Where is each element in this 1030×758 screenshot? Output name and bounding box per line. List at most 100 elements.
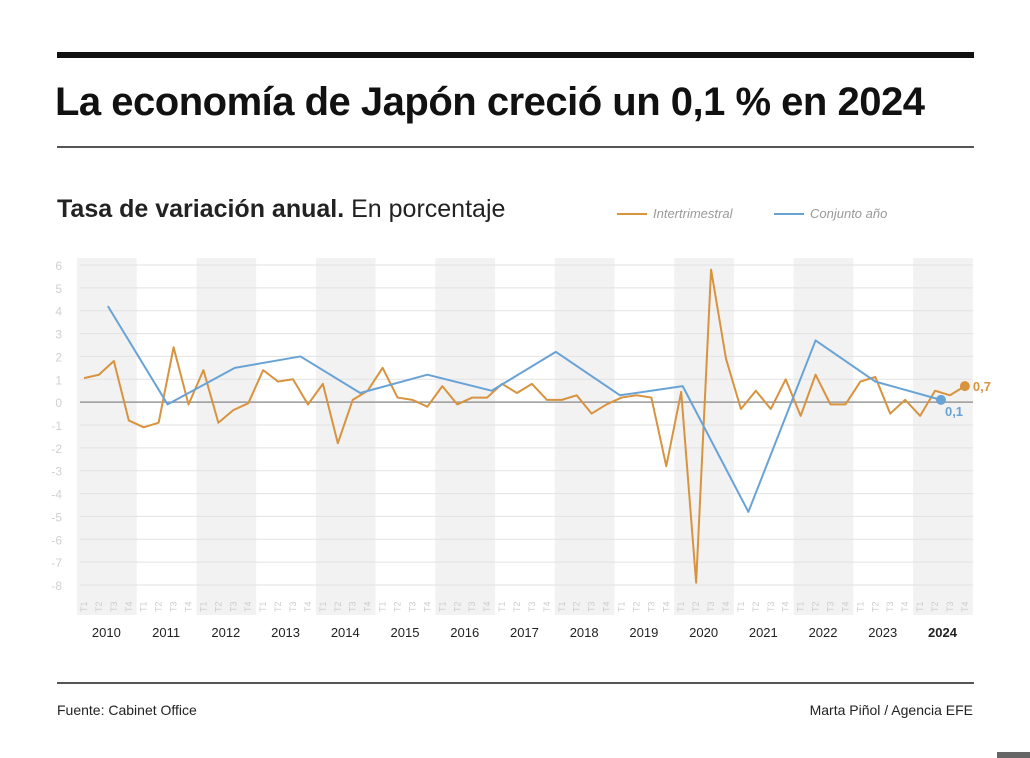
legend-label: Conjunto año: [810, 206, 888, 221]
line-chart: 6 5 4 3 2 1 0 -1 -2 -3 -4 -5 -6 -7 -8 T1 T2 T3 T4 2010 T1 T2 T…: [51, 258, 991, 640]
quarter-label: T1: [497, 601, 507, 612]
y-tick-label: 5: [55, 282, 62, 296]
end-label-quarterly: 0,7: [973, 379, 991, 394]
corner-mark: [997, 752, 1030, 758]
quarter-label: T4: [303, 601, 313, 612]
quarter-label: T3: [527, 601, 537, 612]
y-tick-label: 0: [55, 396, 62, 410]
year-band: [435, 258, 496, 615]
year-label: 2019: [629, 625, 658, 640]
quarter-label: T2: [751, 601, 761, 612]
quarter-label: T4: [900, 601, 910, 612]
quarter-label: T2: [393, 601, 403, 612]
y-tick-label: -7: [51, 556, 62, 570]
y-tick-label: -1: [51, 419, 62, 433]
quarter-label: T3: [407, 601, 417, 612]
quarter-label: T1: [198, 601, 208, 612]
year-label: 2017: [510, 625, 539, 640]
quarter-label: T1: [557, 601, 567, 612]
end-marker-annual: [935, 394, 946, 405]
quarter-label: T2: [94, 601, 104, 612]
year-label: 2014: [331, 625, 360, 640]
quarter-label: T3: [169, 601, 179, 612]
year-label: 2018: [570, 625, 599, 640]
quarter-label: T3: [109, 601, 119, 612]
quarter-label: T2: [452, 601, 462, 612]
year-label: 2015: [391, 625, 420, 640]
quarter-label: T4: [960, 601, 970, 612]
year-label: 2011: [152, 625, 180, 640]
y-tick-label: 4: [55, 305, 62, 319]
quarter-label: T2: [154, 601, 164, 612]
legend-swatch-quarterly: [617, 212, 647, 215]
quarter-label: T4: [840, 601, 850, 612]
quarter-label: T3: [587, 601, 597, 612]
quarter-label: T2: [691, 601, 701, 612]
credit-text: Marta Piñol / Agencia EFE: [809, 702, 973, 718]
series-line-quarterly: [83, 268, 966, 584]
quarter-label: T3: [826, 601, 836, 612]
quarter-label: T2: [333, 601, 343, 612]
year-label: 2022: [809, 625, 838, 640]
quarter-label: T4: [124, 601, 134, 612]
quarter-label: T3: [467, 601, 477, 612]
quarter-label: T4: [422, 601, 432, 612]
year-band: [793, 258, 854, 615]
quarter-label: T4: [243, 601, 253, 612]
quarter-label: T4: [482, 601, 492, 612]
quarter-label: T4: [542, 601, 552, 612]
quarter-label: T1: [676, 601, 686, 612]
year-label: 2012: [211, 625, 240, 640]
year-band: [315, 258, 376, 615]
y-tick-label: -6: [51, 533, 62, 547]
year-label: 2020: [689, 625, 718, 640]
quarter-label: T1: [318, 601, 328, 612]
quarter-label: T2: [273, 601, 283, 612]
y-tick-label: -4: [51, 488, 62, 502]
quarter-label: T2: [811, 601, 821, 612]
year-label: 2021: [749, 625, 778, 640]
quarter-label: T2: [572, 601, 582, 612]
top-bar: [57, 52, 974, 58]
year-label: 2024: [928, 625, 958, 640]
quarter-label: T1: [855, 601, 865, 612]
quarter-label: T4: [602, 601, 612, 612]
y-tick-label: -2: [51, 442, 62, 456]
quarter-label: T2: [213, 601, 223, 612]
legend-label: Intertrimestral: [653, 206, 733, 221]
quarter-label: T3: [228, 601, 238, 612]
quarter-label: T1: [79, 601, 89, 612]
y-tick-label: 3: [55, 328, 62, 342]
chart-title: Tasa de variación anual.: [57, 195, 345, 223]
quarter-label: T3: [646, 601, 656, 612]
y-tick-label: 2: [55, 350, 62, 364]
quarter-label: T1: [915, 601, 925, 612]
year-band: [77, 258, 137, 615]
year-label: 2016: [450, 625, 479, 640]
page-title: La economía de Japón creció un 0,1 % en …: [55, 80, 925, 124]
legend-swatch-annual: [774, 212, 804, 215]
y-tick-label: -8: [51, 579, 62, 593]
quarter-label: T4: [363, 601, 373, 612]
quarter-label: T3: [348, 601, 358, 612]
year-label: 2010: [92, 625, 121, 640]
quarter-label: T1: [796, 601, 806, 612]
chart-units: En porcentaje: [351, 195, 506, 223]
quarter-label: T3: [945, 601, 955, 612]
year-label: 2023: [868, 625, 897, 640]
quarter-label: T3: [706, 601, 716, 612]
quarter-label: T4: [184, 601, 194, 612]
quarter-label: T3: [288, 601, 298, 612]
legend-item-annual: Conjunto año: [774, 206, 887, 221]
legend-item-quarterly: Intertrimestral: [617, 206, 732, 221]
quarter-label: T4: [661, 601, 671, 612]
quarter-label: T1: [616, 601, 626, 612]
series-line-annual: [107, 305, 942, 513]
quarter-label: T1: [378, 601, 388, 612]
divider: [57, 146, 974, 148]
y-tick-label: 1: [55, 373, 62, 387]
quarter-label: T2: [930, 601, 940, 612]
quarter-label: T1: [736, 601, 746, 612]
y-tick-label: -3: [51, 465, 62, 479]
